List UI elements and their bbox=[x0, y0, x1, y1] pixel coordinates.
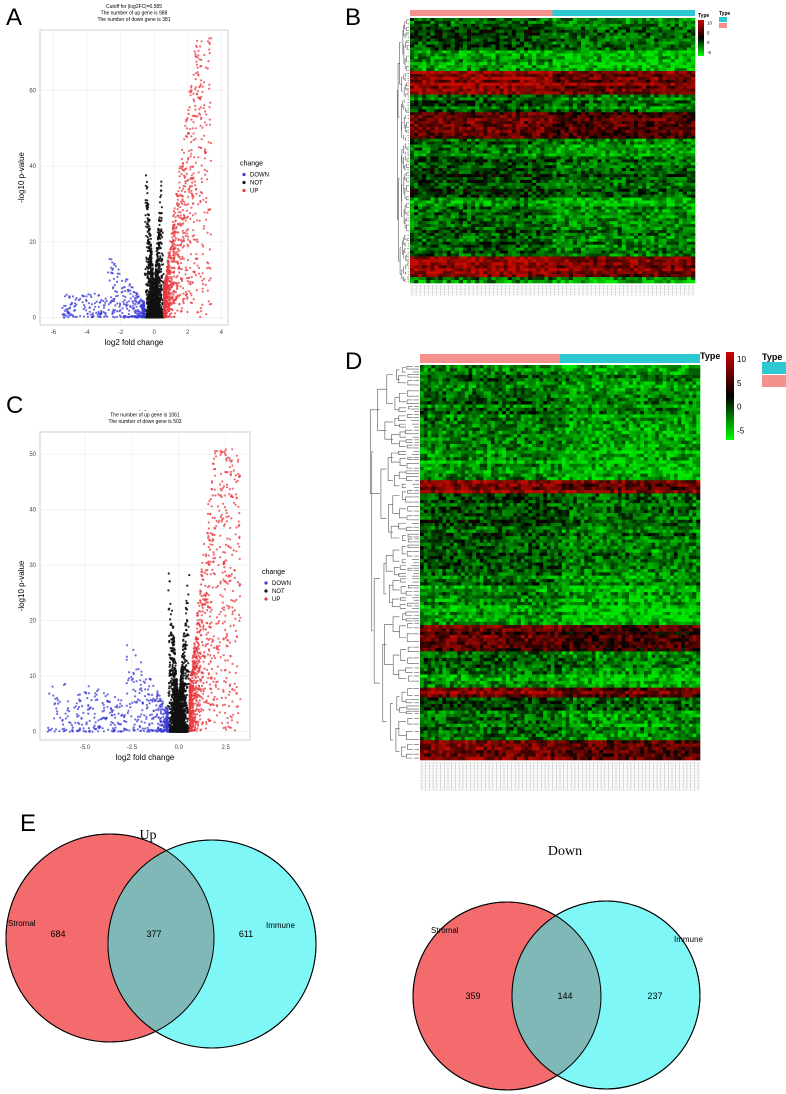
x-axis-label: log2 fold change bbox=[116, 753, 175, 762]
type-swatch-hig bbox=[719, 17, 727, 22]
y-tick-label: 10 bbox=[29, 674, 36, 680]
plot-title-line: The number of up gene is 988 bbox=[101, 11, 168, 17]
type-legend-title: Type bbox=[719, 11, 730, 17]
legend-swatch-not bbox=[242, 180, 246, 185]
venn-value-both: 377 bbox=[146, 929, 161, 939]
plot-title-line: Cutoff for |log2FC|=0.585 bbox=[106, 4, 162, 10]
type-swatch-hig bbox=[762, 362, 786, 374]
legend-swatch-up bbox=[264, 597, 268, 601]
venn-overlap bbox=[512, 902, 601, 1089]
x-tick-label: 2 bbox=[186, 330, 190, 336]
y-tick-label: 0 bbox=[33, 730, 37, 736]
venn-title: Down bbox=[548, 844, 582, 859]
x-tick-label: -2 bbox=[118, 330, 124, 336]
color-scale-tick: -5 bbox=[737, 426, 745, 435]
series-up bbox=[162, 37, 213, 319]
type-swatch-low bbox=[719, 23, 727, 28]
series-not bbox=[143, 174, 165, 319]
panel-label-b: B bbox=[345, 6, 361, 30]
y-axis-label: -log10 p-value bbox=[17, 152, 26, 203]
type-bar-low bbox=[410, 10, 553, 16]
set-label-stromal: Stromal bbox=[8, 919, 36, 928]
x-tick-label: 0.0 bbox=[175, 745, 184, 751]
panel-label-c: C bbox=[6, 394, 23, 418]
y-axis-label: -log10 p-value bbox=[17, 560, 26, 611]
set-label-stromal: Stromal bbox=[431, 926, 459, 935]
type-bar-high bbox=[560, 354, 700, 363]
y-tick-label: 50 bbox=[29, 452, 36, 458]
color-scale-bar bbox=[726, 352, 734, 440]
y-tick-label: 30 bbox=[29, 563, 36, 569]
color-scale-tick: 0 bbox=[707, 40, 710, 45]
series-not bbox=[166, 572, 191, 733]
venn-value-left: 359 bbox=[465, 991, 480, 1001]
color-scale-tick: 0 bbox=[737, 403, 742, 412]
y-tick-label: 20 bbox=[29, 619, 36, 625]
y-tick-label: 40 bbox=[29, 508, 36, 514]
color-scale-tick: 5 bbox=[737, 379, 742, 388]
type-legend-title: Type bbox=[762, 352, 782, 362]
venn-value-left: 684 bbox=[50, 929, 65, 939]
legend-title: Type bbox=[700, 351, 720, 361]
panel-label-e: E bbox=[20, 812, 36, 836]
series-up bbox=[188, 448, 242, 733]
x-tick-label: -5.0 bbox=[80, 745, 91, 751]
x-tick-label: -6 bbox=[51, 330, 57, 336]
legend-swatch-down bbox=[264, 581, 268, 585]
panel-label-a: A bbox=[6, 6, 22, 30]
legend-title: change bbox=[240, 161, 263, 168]
legend-label-not: NOT bbox=[250, 181, 263, 187]
venn-overlap bbox=[108, 840, 214, 1042]
legend-label-up: UP bbox=[250, 189, 258, 195]
legend-label-down: DOWN bbox=[272, 581, 291, 587]
legend-swatch-not bbox=[264, 589, 268, 593]
plot-title-line: The number of down gene is 503 bbox=[108, 419, 181, 425]
x-tick-label: 2.5 bbox=[221, 745, 230, 751]
color-scale-tick: -5 bbox=[707, 50, 711, 55]
legend-swatch-up bbox=[242, 188, 246, 193]
venn-diagram-down: Down Stromal Immune 359 144 237 bbox=[412, 844, 703, 1091]
venn-value-both: 144 bbox=[557, 991, 572, 1001]
y-tick-label: 0 bbox=[33, 315, 37, 321]
legend-swatch-down bbox=[242, 172, 246, 177]
color-scale-tick: 10 bbox=[737, 355, 747, 364]
series-down bbox=[46, 644, 169, 733]
color-scale-bar bbox=[698, 20, 704, 56]
color-scale-tick: 5 bbox=[707, 30, 710, 35]
set-label-immune: Immune bbox=[674, 935, 703, 944]
x-tick-label: -2.5 bbox=[127, 745, 138, 751]
color-scale-tick: 10 bbox=[707, 21, 713, 26]
y-tick-label: 40 bbox=[29, 164, 36, 170]
venn-value-right: 611 bbox=[239, 929, 253, 939]
x-axis-label: log2 fold change bbox=[105, 338, 164, 347]
panel-label-d: D bbox=[345, 350, 362, 374]
type-bar-high bbox=[552, 10, 695, 16]
y-tick-label: 20 bbox=[29, 240, 36, 246]
y-tick-label: 60 bbox=[29, 89, 36, 95]
plot-title-line: The number of down gene is 381 bbox=[97, 17, 170, 23]
legend-label-down: DOWN bbox=[250, 173, 269, 179]
x-tick-label: 0 bbox=[152, 330, 156, 336]
plot-title-line: The number of up gene is 1061 bbox=[110, 413, 180, 419]
venn-value-right: 237 bbox=[647, 991, 662, 1001]
legend-title: Type bbox=[698, 13, 710, 19]
legend-label-not: NOT bbox=[272, 589, 285, 595]
plot-title-line: Cutoff for |log2FC|=0.585 bbox=[117, 410, 173, 412]
legend-title: change bbox=[262, 569, 285, 576]
type-swatch-low bbox=[762, 375, 786, 387]
series-down bbox=[61, 257, 146, 319]
legend-label-up: UP bbox=[272, 597, 280, 603]
x-tick-label: 4 bbox=[220, 330, 224, 336]
x-tick-label: -4 bbox=[84, 330, 90, 336]
set-label-immune: Immune bbox=[266, 921, 295, 930]
type-bar-low bbox=[420, 354, 560, 363]
